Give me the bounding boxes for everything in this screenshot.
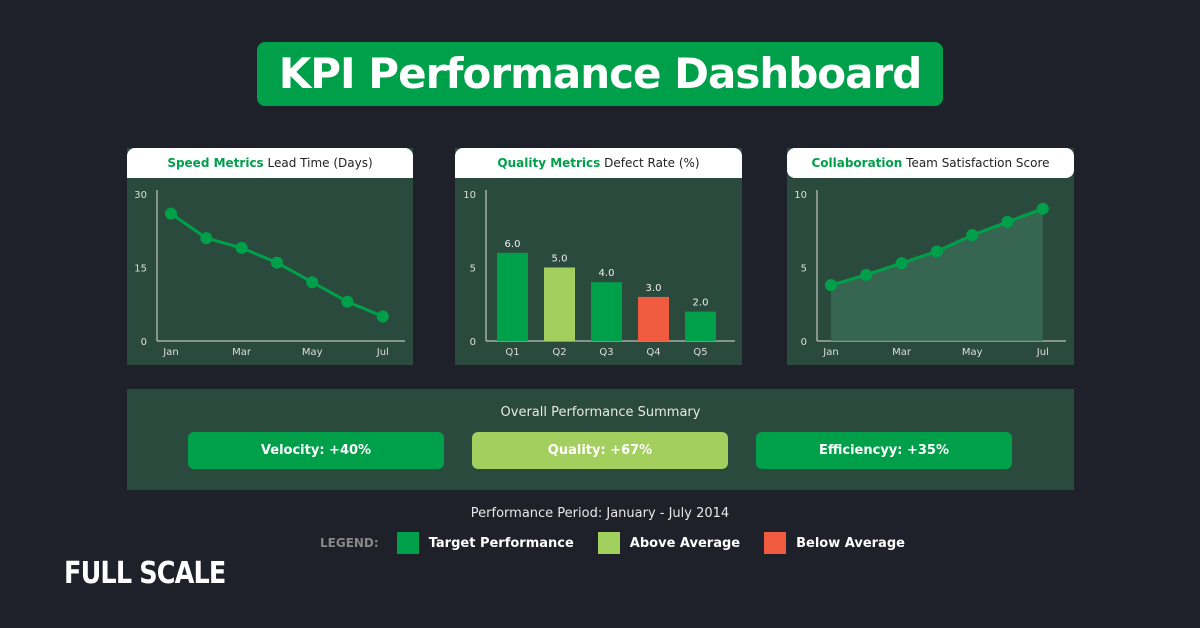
bar-label-q2: 5.0	[552, 254, 568, 265]
panel-category: Speed Metrics	[167, 156, 264, 170]
satisfaction-point-jul	[1036, 202, 1049, 215]
velocity-pill: Velocity: +40%	[188, 432, 444, 469]
bar-label-q1: 6.0	[505, 239, 521, 250]
lead-time-point-jun	[341, 295, 354, 308]
satisfaction-x-tick: Mar	[892, 347, 912, 358]
panel-category: Quality Metrics	[497, 156, 601, 170]
bar-q5	[685, 311, 716, 341]
lead-time-y-tick: 0	[141, 337, 147, 348]
panel-title: Defect Rate (%)	[604, 156, 700, 170]
satisfaction-point-mar	[895, 257, 908, 270]
page-title: KPI Performance Dashboard	[257, 42, 943, 106]
panel-category: Collaboration	[811, 156, 903, 170]
bar-q2	[544, 267, 575, 341]
bar-label-q5: 2.0	[693, 298, 709, 309]
quality-pill: Quality: +67%	[472, 432, 728, 469]
defect-rate-y-tick: 0	[470, 337, 476, 348]
summary-title: Overall Performance Summary	[500, 405, 701, 420]
panel-title: Lead Time (Days)	[267, 156, 373, 170]
satisfaction-point-jun	[1001, 215, 1014, 228]
satisfaction-point-feb	[860, 268, 873, 281]
satisfaction-x-tick: May	[962, 347, 983, 358]
panel-header: Speed Metrics Lead Time (Days)	[127, 148, 413, 178]
lead-time-x-tick: Mar	[232, 347, 252, 358]
legend: LEGEND: Target Performance Above Average…	[320, 532, 929, 554]
lead-time-x-tick: May	[302, 347, 323, 358]
full-scale-logo: FULL SCALE	[64, 556, 226, 591]
efficiency-pill: Efficiencyy: +35%	[756, 432, 1012, 469]
defect-rate-x-tick: Q1	[505, 347, 519, 358]
lead-time-point-feb	[200, 232, 213, 245]
legend-swatch-above	[597, 532, 620, 554]
defect-rate-y-tick: 10	[463, 190, 476, 201]
lead-time-point-jul	[376, 310, 389, 323]
lead-time-x-tick: Jan	[162, 347, 178, 358]
satisfaction-y-tick: 0	[801, 337, 807, 348]
legend-item-above: Above Average	[629, 535, 741, 551]
bar-q3	[591, 282, 622, 341]
panel-header: Quality Metrics Defect Rate (%)	[455, 148, 742, 178]
legend-swatch-below	[764, 532, 787, 554]
satisfaction-point-jan	[825, 279, 837, 292]
lead-time-x-tick: Jul	[376, 347, 389, 358]
panel-title: Team Satisfaction Score	[906, 156, 1050, 170]
satisfaction-point-may	[966, 229, 979, 242]
satisfaction-y-tick: 10	[794, 190, 807, 201]
satisfaction-x-tick: Jan	[822, 347, 838, 358]
satisfaction-x-tick: Jul	[1036, 347, 1049, 358]
bar-label-q3: 4.0	[599, 268, 615, 279]
performance-period: Performance Period: January - July 2014	[470, 506, 730, 521]
defect-rate-x-tick: Q2	[552, 347, 566, 358]
summary-panel: Overall Performance Summary Velocity: +4…	[127, 389, 1074, 490]
lead-time-point-jan	[165, 207, 177, 220]
panel-header: Collaboration Team Satisfaction Score	[787, 148, 1074, 178]
defect-rate-x-tick: Q3	[599, 347, 613, 358]
legend-swatch-target	[396, 532, 419, 554]
defect-rate-x-tick: Q4	[646, 347, 660, 358]
satisfaction-point-apr	[930, 245, 943, 258]
lead-time-point-mar	[235, 241, 248, 254]
lead-time-y-tick: 30	[134, 190, 147, 201]
bar-label-q4: 3.0	[646, 283, 662, 294]
lead-time-point-apr	[270, 256, 283, 269]
speed-metrics-panel: Speed Metrics Lead Time (Days)	[127, 148, 413, 365]
satisfaction-y-tick: 5	[801, 264, 807, 275]
bar-q4	[638, 296, 669, 341]
legend-label: LEGEND:	[320, 536, 379, 550]
defect-rate-y-tick: 5	[470, 264, 476, 275]
lead-time-point-may	[306, 276, 319, 289]
lead-time-y-tick: 15	[134, 264, 147, 275]
defect-rate-x-tick: Q5	[693, 347, 707, 358]
satisfaction-area	[831, 208, 1043, 341]
legend-item-target: Target Performance	[428, 535, 574, 551]
legend-item-below: Below Average	[796, 535, 905, 551]
bar-q1	[497, 252, 528, 341]
